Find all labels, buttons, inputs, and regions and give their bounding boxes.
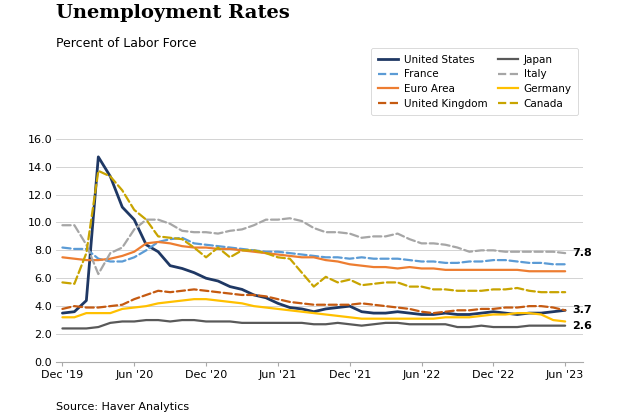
- Text: 2.6: 2.6: [572, 321, 593, 331]
- Legend: United States, France, Euro Area, United Kingdom, Japan, Italy, Germany, Canada: United States, France, Euro Area, United…: [371, 48, 578, 115]
- Text: Source: Haver Analytics: Source: Haver Analytics: [56, 402, 189, 412]
- Text: Percent of Labor Force: Percent of Labor Force: [56, 37, 197, 50]
- Text: 7.8: 7.8: [572, 248, 592, 258]
- Text: Unemployment Rates: Unemployment Rates: [56, 4, 290, 22]
- Text: 3.7: 3.7: [572, 305, 592, 315]
